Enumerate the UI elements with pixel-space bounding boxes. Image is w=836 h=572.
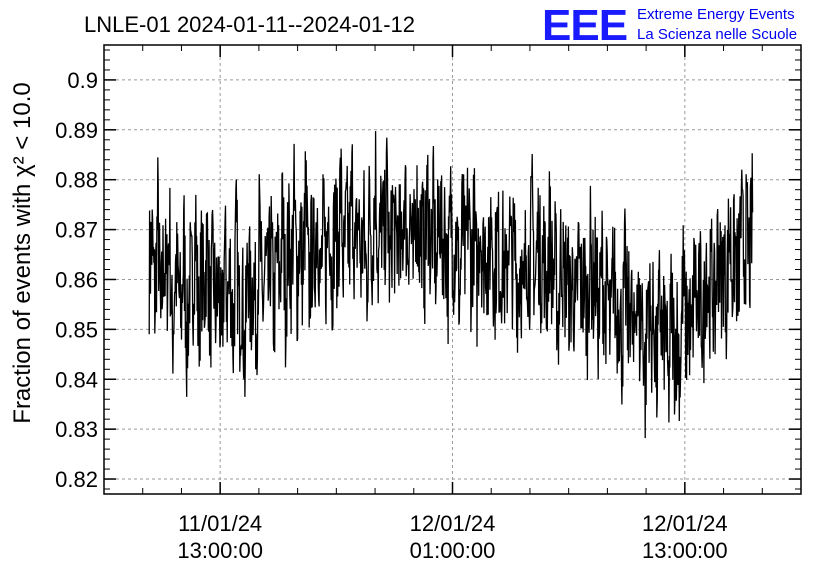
y-tick-label: 0.87 (55, 218, 98, 243)
y-axis-label: Fraction of events with χ² < 10.0 (9, 82, 36, 423)
y-tick-label: 0.85 (55, 317, 98, 342)
y-tick-label: 0.89 (55, 118, 98, 143)
y-tick-label: 0.88 (55, 168, 98, 193)
logo-mark: EEE (542, 1, 627, 50)
axes: 0.82 0.83 0.84 0.85 0.86 0.87 0.88 0.89 0.9 11/01… (55, 45, 802, 563)
x-tick-label-time: 13:00:00 (642, 538, 728, 563)
logo-line1: Extreme Energy Events (637, 6, 795, 23)
y-tick-label: 0.82 (55, 467, 98, 492)
plot-frame (103, 44, 802, 495)
logo-line2: La Scienza nelle Scuole (637, 26, 797, 43)
x-tick-label-time: 01:00:00 (410, 538, 496, 563)
x-tick-label-date: 12/01/24 (410, 511, 496, 536)
y-tick-label: 0.84 (55, 367, 98, 392)
x-tick-label-time: 13:00:00 (177, 538, 263, 563)
series-lines (148, 131, 754, 439)
y-tick-label: 0.83 (55, 417, 98, 442)
y-tick-label: 0.9 (67, 68, 98, 93)
x-tick-label-date: 11/01/24 (178, 511, 262, 536)
chart-title: LNLE-01 2024-01-11--2024-01-12 (84, 12, 415, 37)
y-tick-label: 0.86 (55, 267, 98, 292)
series-line (148, 131, 754, 439)
x-tick-label-date: 12/01/24 (642, 511, 728, 536)
